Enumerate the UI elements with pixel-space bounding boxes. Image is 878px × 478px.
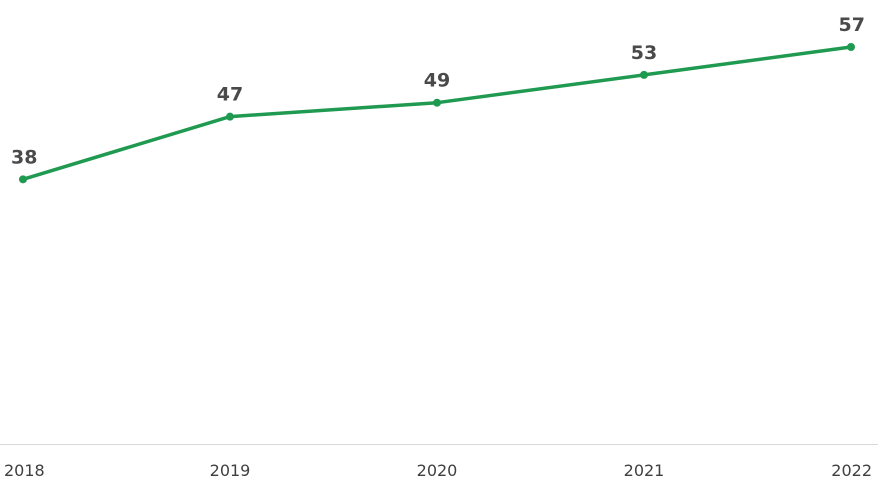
- x-axis-tick-labels: 2018 2019 2020 2021 2022: [4, 461, 872, 478]
- x-tick-label-2018: 2018: [4, 461, 45, 478]
- data-label-2019: 47: [217, 84, 243, 106]
- x-tick-label-2019: 2019: [210, 461, 251, 478]
- data-point-2018: [19, 175, 27, 184]
- data-label-2020: 49: [424, 70, 450, 92]
- x-tick-label-2021: 2021: [624, 461, 665, 478]
- data-point-2019: [226, 112, 234, 121]
- x-tick-label-2020: 2020: [417, 461, 458, 478]
- data-label-2022: 57: [839, 14, 865, 36]
- series-line: [21, 45, 853, 182]
- data-point-2021: [640, 70, 648, 79]
- data-point-2022: [847, 43, 855, 51]
- data-labels: 38 47 49 53 57: [11, 14, 865, 168]
- x-tick-label-2022: 2022: [831, 461, 872, 478]
- data-points: [19, 43, 855, 184]
- data-label-2021: 53: [631, 42, 657, 64]
- data-point-2020: [433, 98, 441, 107]
- data-label-2018: 38: [11, 146, 37, 168]
